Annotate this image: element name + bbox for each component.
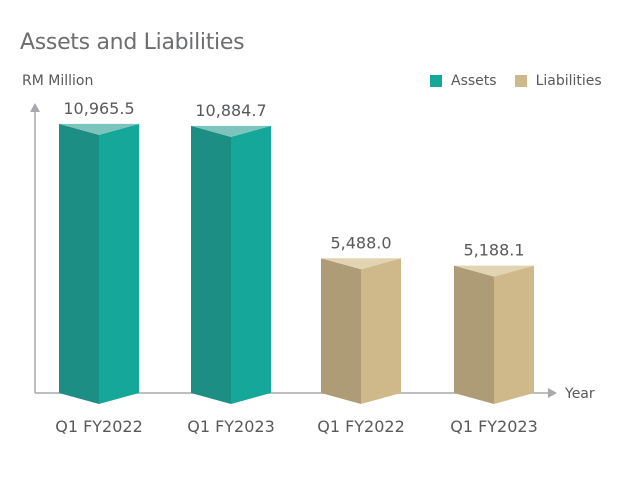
bar-liabilities	[454, 265, 534, 404]
labels: 10,965.5 Q1 FY2022 10,884.7 Q1 FY2023 5,488.…	[55, 99, 538, 436]
bar-face-left	[454, 265, 494, 404]
bars	[59, 123, 534, 405]
bar-top	[454, 265, 534, 277]
y-axis-label: RM Million	[22, 73, 94, 89]
bar-top	[59, 123, 139, 135]
legend-label-assets: Assets	[451, 73, 497, 89]
bar-assets	[59, 123, 139, 405]
value-label: 10,965.5	[63, 99, 134, 118]
category-label: Q1 FY2022	[317, 417, 405, 436]
legend-item-liabilities: Liabilities	[514, 73, 602, 89]
legend-swatch-liabilities	[514, 75, 527, 87]
y-axis-arrow	[30, 103, 40, 112]
bar-assets	[191, 125, 271, 405]
bar-face-right	[494, 265, 534, 404]
category-label: Q1 FY2023	[450, 417, 538, 436]
bar-face-left	[191, 125, 231, 405]
value-label: 10,884.7	[195, 101, 266, 120]
chart-title: Assets and Liabilities	[20, 30, 245, 55]
bar-face-right	[99, 123, 139, 405]
category-label: Q1 FY2022	[55, 417, 143, 436]
value-label: 5,188.1	[463, 241, 524, 260]
legend-label-liabilities: Liabilities	[535, 73, 602, 89]
bar-face-left	[59, 123, 99, 405]
value-label: 5,488.0	[330, 233, 391, 252]
bar-face-right	[231, 125, 271, 405]
x-axis-arrow	[548, 388, 557, 398]
bar-face-right	[361, 258, 401, 404]
legend-swatch-assets	[430, 75, 442, 87]
x-axis-label: Year	[564, 386, 595, 402]
bar-liabilities	[321, 258, 401, 404]
bar-top	[191, 125, 271, 137]
bar-top	[321, 258, 401, 270]
legend-item-assets: Assets	[430, 73, 497, 89]
category-label: Q1 FY2023	[187, 417, 275, 436]
bar-face-left	[321, 258, 361, 404]
legend: Assets Liabilities	[430, 73, 602, 89]
